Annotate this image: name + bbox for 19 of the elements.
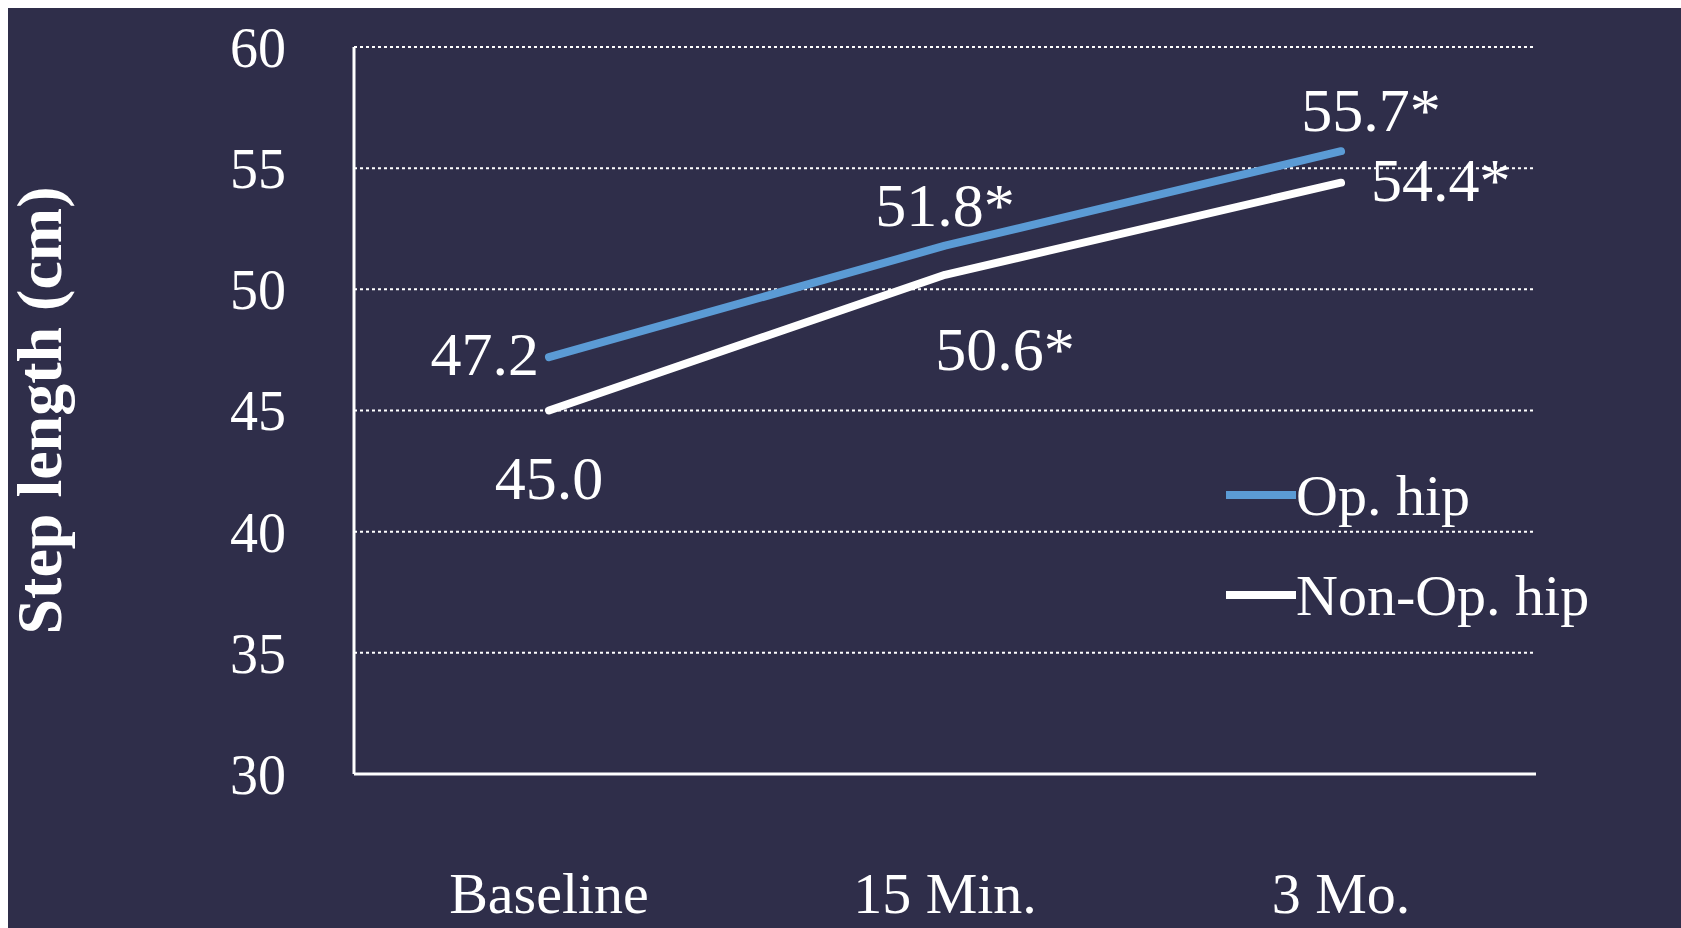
legend-label: Non-Op. hip xyxy=(1296,561,1590,629)
data-label: 51.8* xyxy=(875,170,1015,239)
y-tick-label: 45 xyxy=(230,380,286,443)
y-tick-label: 60 xyxy=(230,16,286,79)
data-label: 45.0 xyxy=(494,443,604,512)
x-tick-label: Baseline xyxy=(449,861,649,927)
y-tick-label: 35 xyxy=(230,622,286,685)
data-label: 55.7* xyxy=(1301,76,1441,145)
data-label: 50.6* xyxy=(935,314,1075,383)
data-label: 54.4* xyxy=(1371,145,1511,214)
y-axis-title: Step length (cm) xyxy=(3,186,75,635)
x-tick-label: 15 Min. xyxy=(853,861,1037,927)
y-tick-label: 40 xyxy=(230,501,286,564)
x-tick-label: 3 Mo. xyxy=(1271,861,1411,927)
y-tick-label: 50 xyxy=(230,259,286,322)
data-label: 47.2 xyxy=(430,320,539,389)
y-tick-label: 55 xyxy=(230,138,286,201)
y-tick-label: 30 xyxy=(230,743,286,806)
legend-label: Op. hip xyxy=(1296,461,1470,529)
